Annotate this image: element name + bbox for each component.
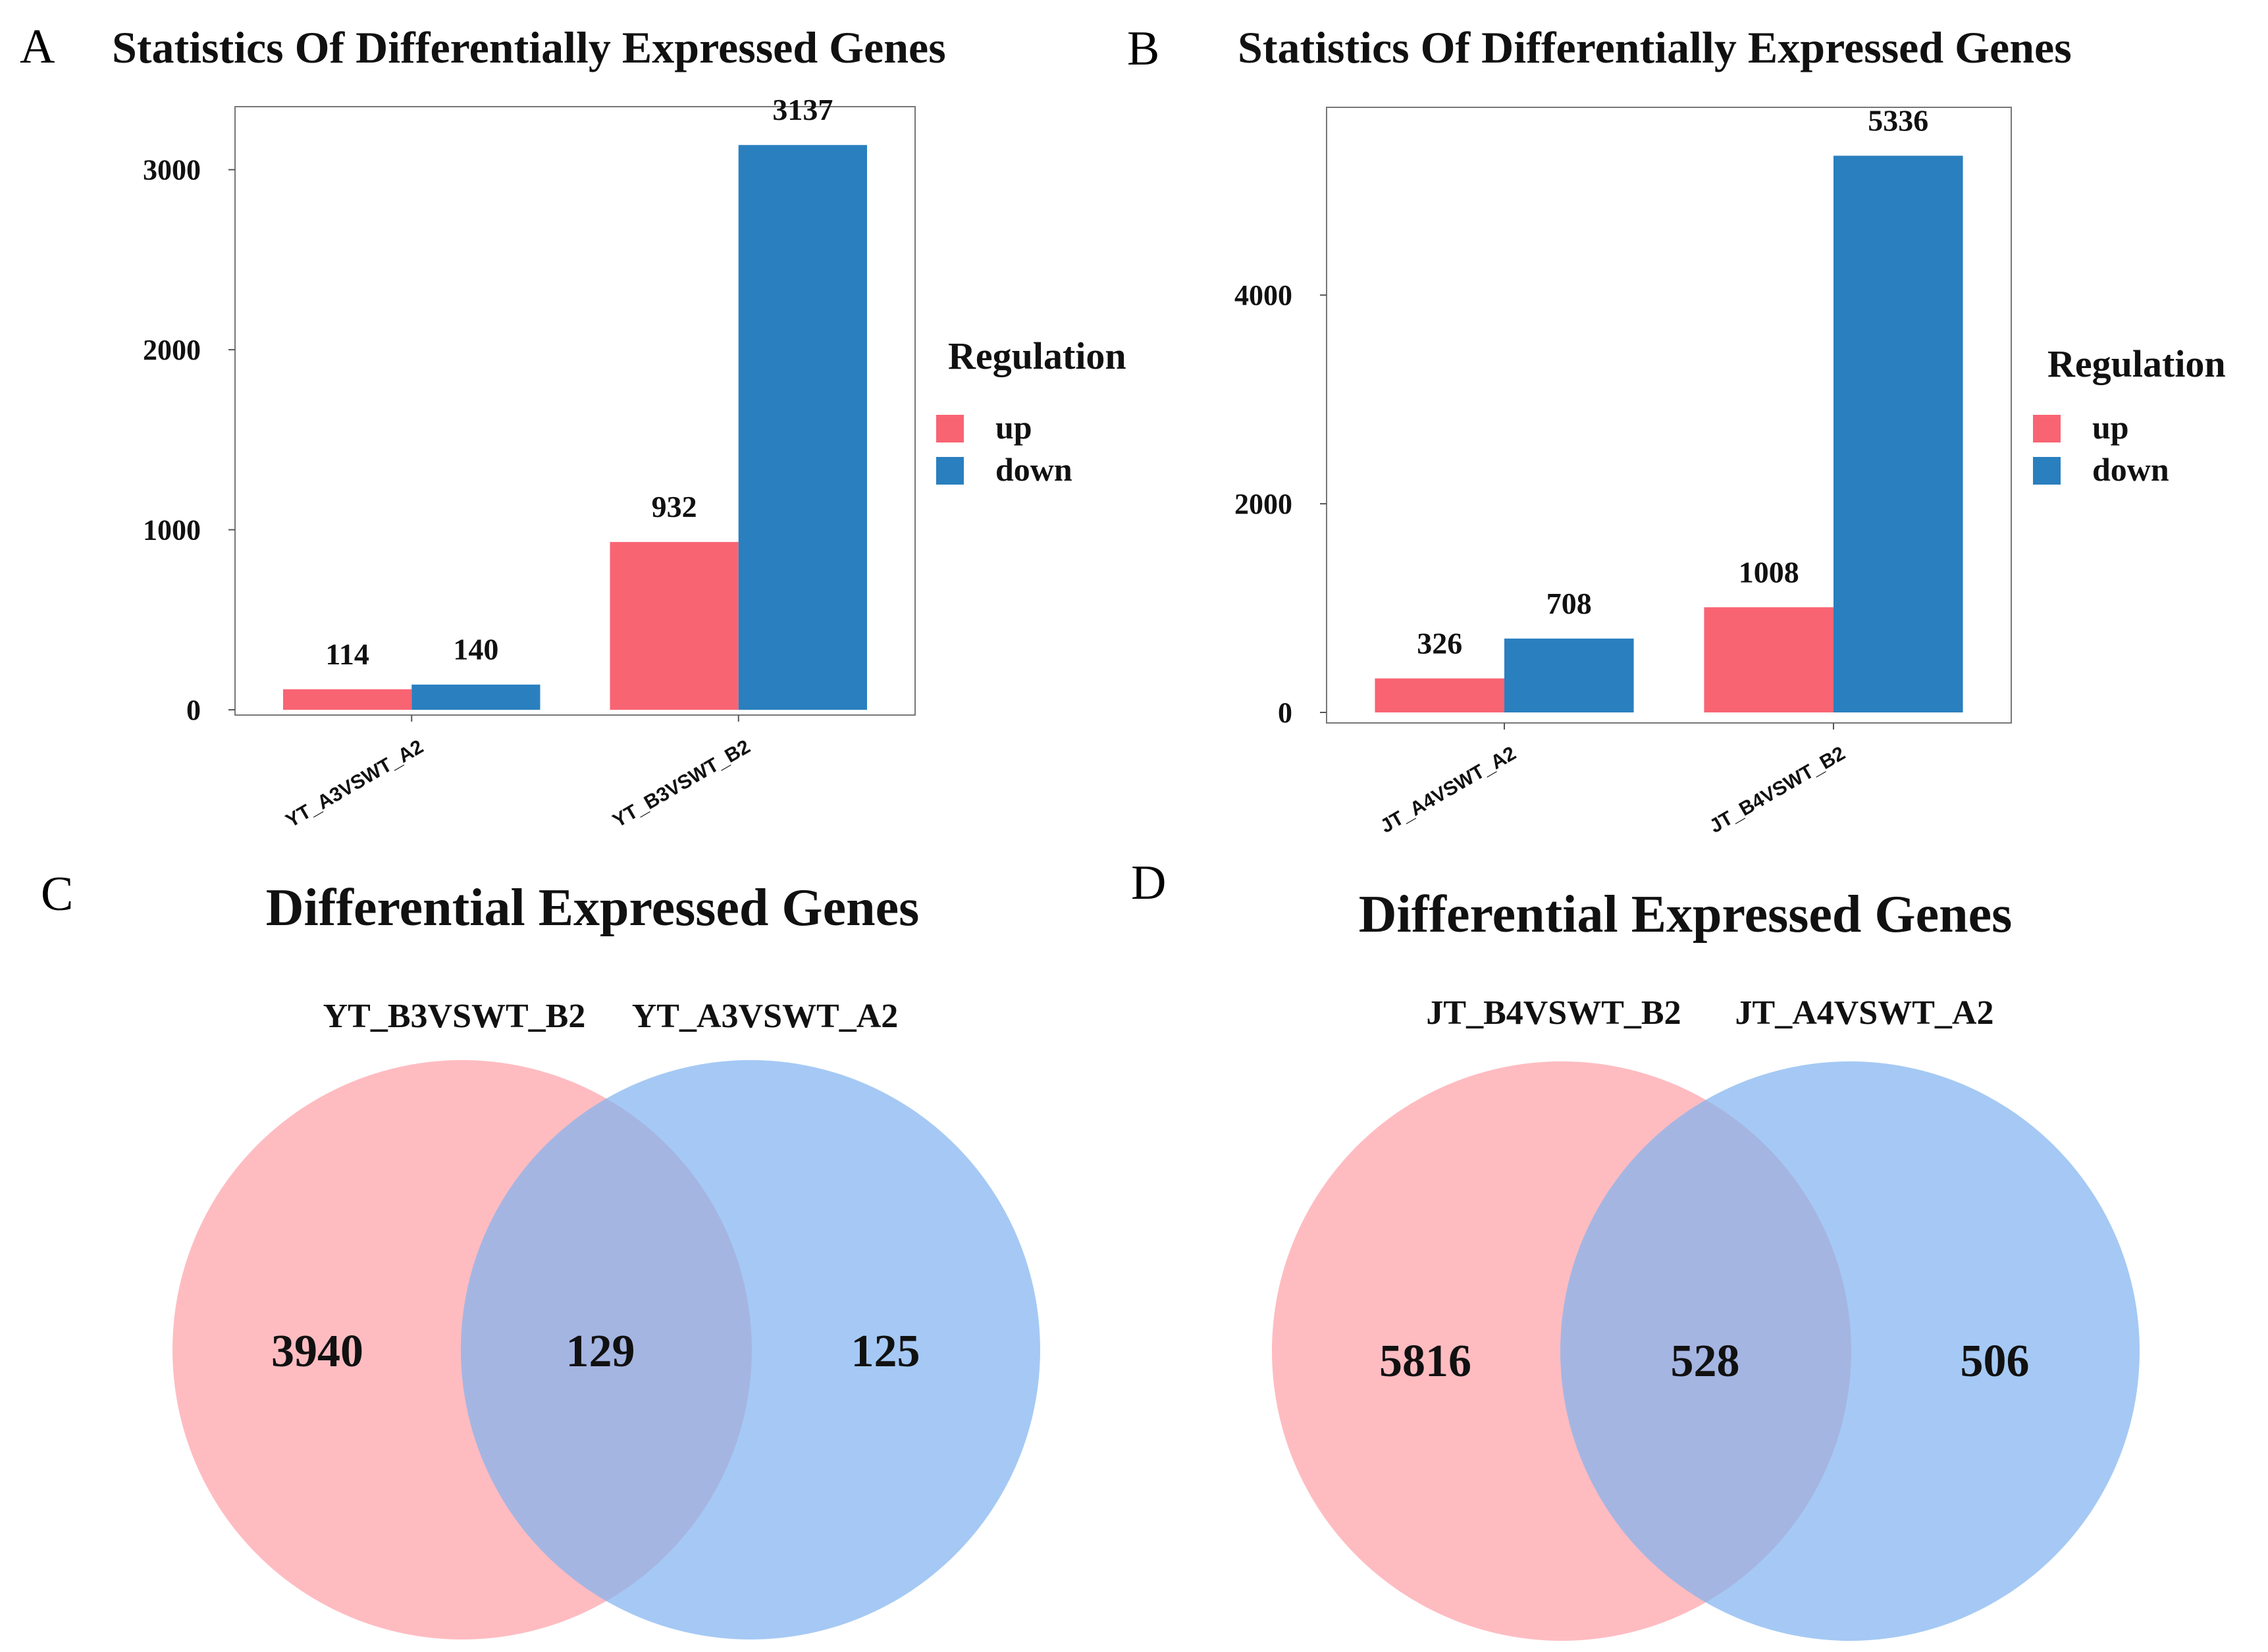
y-tick-label: 2000: [143, 334, 201, 366]
venn-c-right-label: YT_A3VSWT_A2: [632, 998, 899, 1035]
legend-swatch-up: [2033, 415, 2061, 442]
venn-c-overlap-count: 129: [566, 1326, 635, 1377]
y-tick-label: 0: [186, 694, 201, 726]
data-label-up-1: 326: [1417, 626, 1462, 660]
panel-c: C Differential Expressed Genes YT_B3VSWT…: [41, 867, 1040, 1639]
legend-label-down: down: [995, 451, 1072, 488]
panel-a: A Statistics Of Differentially Expressed…: [20, 20, 1126, 832]
legend-label-down: down: [2092, 451, 2169, 488]
x-tick-label: YT_A3VSWT_A2: [282, 735, 427, 832]
venn-c-title: Differential Expressed Genes: [266, 879, 920, 937]
venn-c-left-label: YT_B3VSWT_B2: [323, 998, 586, 1035]
bar-up-2: [1704, 607, 1833, 712]
data-label-up-2: 1008: [1739, 555, 1799, 589]
bar-up-1: [1375, 678, 1504, 712]
bar-up-1: [283, 689, 412, 710]
data-label-down-1: 708: [1546, 587, 1592, 620]
chart-b-title: Statistics Of Differentially Expressed G…: [1238, 22, 2072, 72]
legend-a: Regulation up down: [936, 334, 1126, 488]
y-tick-label: 3000: [143, 154, 201, 186]
bar-chart-a: 0 1000 2000 3000 114 140 YT_A3VSWT_A2 932 3137 YT…: [143, 93, 1126, 832]
venn-d-right-label: JT_A4VSWT_A2: [1735, 994, 1994, 1032]
legend-b: Regulation up down: [2033, 342, 2226, 488]
data-label-up-2: 932: [652, 490, 697, 523]
legend-label-up: up: [2092, 409, 2129, 446]
bar-down-2: [738, 145, 867, 710]
venn-c-right-count: 125: [851, 1326, 920, 1377]
y-tick-label: 1000: [143, 514, 201, 546]
bar-up-2: [610, 542, 739, 710]
panel-c-letter: C: [41, 867, 73, 921]
legend-swatch-down: [2033, 457, 2061, 485]
y-tick-label: 0: [1278, 697, 1292, 729]
data-label-down-1: 140: [453, 633, 498, 666]
venn-d-right-count: 506: [1961, 1336, 2030, 1387]
panel-d: D Differential Expressed Genes JT_B4VSWT…: [1131, 856, 2140, 1641]
bar-down-1: [1504, 638, 1634, 712]
venn-c-left-count: 3940: [271, 1326, 363, 1377]
venn-c-right-circle: [461, 1060, 1040, 1639]
panel-b-letter: B: [1127, 22, 1159, 76]
legend-title: Regulation: [948, 334, 1126, 377]
legend-label-up: up: [995, 409, 1032, 446]
plot-border: [1326, 107, 2012, 724]
venn-d-overlap-count: 528: [1671, 1336, 1740, 1387]
bar-down-1: [411, 684, 541, 710]
data-label-down-2: 5336: [1868, 104, 1928, 138]
chart-a-title: Statistics Of Differentially Expressed G…: [112, 22, 946, 72]
venn-d-right-circle: [1560, 1061, 2140, 1641]
plot-border: [234, 106, 916, 716]
legend-swatch-down: [936, 457, 964, 485]
legend-swatch-up: [936, 415, 964, 442]
data-label-up-1: 114: [325, 637, 369, 671]
bar-down-2: [1833, 155, 1963, 712]
panel-a-letter: A: [20, 20, 55, 74]
y-tick-label: 4000: [1234, 279, 1292, 311]
venn-d-title: Differential Expressed Genes: [1359, 886, 2013, 944]
y-tick-label: 2000: [1234, 488, 1292, 520]
venn-d-left-count: 5816: [1379, 1336, 1471, 1387]
panel-d-letter: D: [1131, 856, 1166, 910]
venn-d-left-label: JT_B4VSWT_B2: [1426, 994, 1681, 1032]
x-tick-label: JT_B4VSWT_B2: [1706, 742, 1849, 837]
legend-title: Regulation: [2047, 342, 2226, 385]
panel-b: B Statistics Of Differentially Expressed…: [1127, 22, 2226, 838]
x-tick-label: YT_B3VSWT_B2: [609, 735, 754, 832]
x-tick-label: JT_A4VSWT_A2: [1377, 742, 1519, 837]
data-label-down-2: 3137: [772, 93, 833, 126]
bar-chart-b: 0 2000 4000 326 708 JT_A4VSWT_A2 1008 5336 JT_B4…: [1234, 104, 2226, 838]
